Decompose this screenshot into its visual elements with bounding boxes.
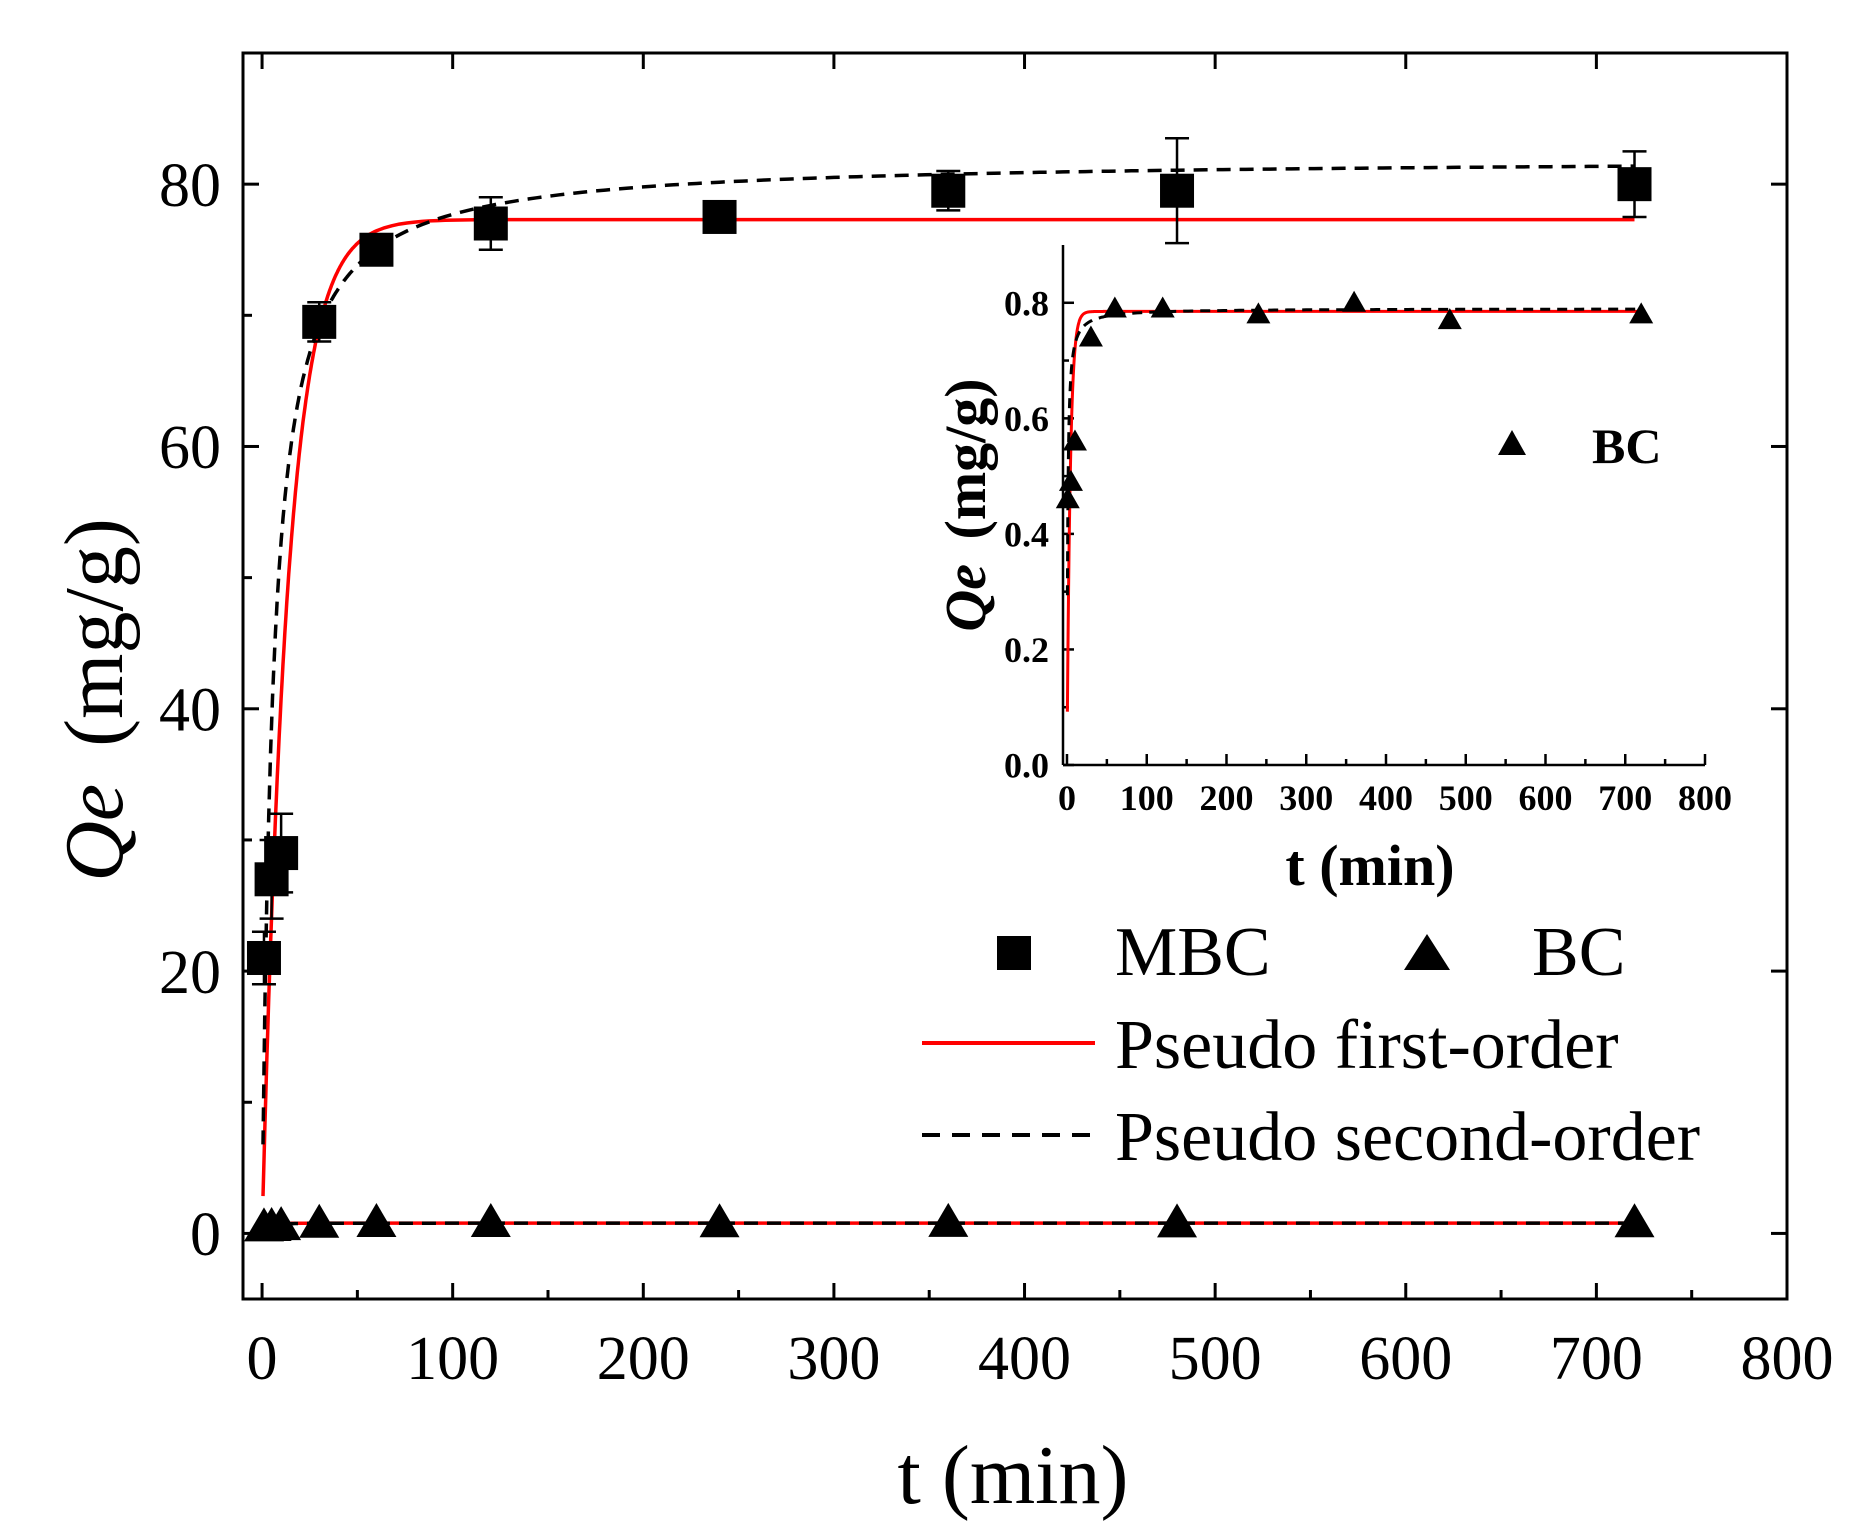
mbc-data-point [702,199,737,234]
bc-data-point [1614,1203,1655,1238]
mbc-data-point [931,173,966,208]
inset-fit-pso [1065,307,1642,596]
main-ticks: 0 100 200 300 400 500 600 700 800 0 20 40 60 80 [159,53,1834,1393]
bc-data-point [470,1203,511,1238]
inset-bc-data-point [1629,302,1654,324]
inset-y-tick-label: 0.4 [1004,514,1049,554]
inset-x-tick-label: 300 [1279,778,1333,818]
inset-bc-data-point [1055,487,1080,509]
inset-x-tick-label: 700 [1598,778,1652,818]
inset-bc-data-point [1150,296,1175,318]
inset-y-axis-unit: (mg/g) [933,378,998,539]
main-plot-area [241,51,1789,1301]
bc-data-point [356,1203,397,1238]
main-y-axis-unit: (mg/g) [48,518,141,747]
inset-bc-data-point [1058,469,1083,491]
main-data-points [243,137,1655,1242]
main-fit-pfo-mbc [261,217,1635,1197]
inset-x-tick-label: 600 [1518,778,1572,818]
inset-y-tick-label: 0.2 [1004,630,1049,670]
inset-bc-data-point [1062,429,1087,451]
inset-x-tick-label: 100 [1120,778,1174,818]
mbc-data-point [1617,167,1652,202]
legend-mbc-label: MBC [1115,914,1271,991]
main-y-tick-label: 60 [159,414,221,482]
inset-data-points [1055,290,1654,509]
inset-plot-area [1061,245,1705,767]
inset-x-tick-label: 500 [1439,778,1493,818]
main-y-axis-label: Qe (mg/g) [48,518,141,882]
mbc-data-point [359,232,394,267]
inset-x-tick-label: 200 [1199,778,1253,818]
inset-y-axis-label: Qe (mg/g) [933,378,998,631]
inset-x-tick-label: 0 [1058,778,1076,818]
mbc-data-point [264,836,299,871]
mbc-data-point [246,940,281,975]
inset-legend-bc-label: BC [1592,418,1661,474]
inset-y-axis-symbol: Qe [933,564,998,632]
main-y-axis-symbol: Qe [48,784,141,882]
main-y-tick-label: 40 [159,676,221,744]
main-x-tick-label: 0 [247,1325,278,1393]
main-x-tick-label: 100 [406,1325,499,1393]
mbc-data-point [473,206,508,241]
inset-y-tick-label: 0.8 [1004,283,1049,323]
main-x-tick-label: 300 [787,1325,880,1393]
legend-mbc-marker [997,936,1031,970]
legend-pso-label: Pseudo second-order [1115,1099,1700,1176]
inset-legend-bc-marker [1498,430,1526,455]
bc-data-point [261,1206,302,1241]
inset-y-tick-label: 0.6 [1004,399,1049,439]
legend-bc-label: BC [1532,914,1625,991]
main-x-tick-label: 200 [597,1325,690,1393]
main-legend: MBC BC Pseudo first-order Pseudo second-… [922,914,1700,1176]
main-y-tick-label: 80 [159,152,221,220]
main-x-tick-label: 600 [1359,1325,1452,1393]
inset-bc-data-point [1102,296,1127,318]
bc-data-point [928,1202,969,1237]
bc-data-point [299,1203,340,1238]
main-y-tick-label: 20 [159,939,221,1007]
inset-bc-data-point [1342,290,1367,312]
main-x-tick-label: 400 [978,1325,1071,1393]
inset-fit-lines [1065,307,1642,712]
main-x-tick-label: 700 [1550,1325,1643,1393]
main-x-tick-label: 500 [1169,1325,1262,1393]
inset-bc-data-point [1437,308,1462,330]
legend-bc-marker [1404,934,1450,970]
inset-legend: BC [1498,418,1661,474]
main-y-tick-label: 0 [190,1201,221,1269]
inset-bc-data-point [1078,325,1103,347]
main-frame-box [241,51,1789,1301]
mbc-data-point [302,304,337,339]
bc-data-point [1157,1203,1198,1238]
inset-ticks: 0 100 200 300 400 500 600 700 800 0.0 0.2 0.4 0.6 0.8 [1004,283,1732,818]
inset-bc-data-point [1246,302,1271,324]
main-x-tick-label: 800 [1741,1325,1834,1393]
inset-y-tick-label: 0.0 [1004,746,1049,786]
inset-fit-pfo [1065,309,1642,712]
inset-x-tick-label: 800 [1678,778,1732,818]
bc-data-point [699,1203,740,1238]
inset-x-axis-label: t (min) [1285,833,1454,898]
main-fit-pso-mbc [261,164,1635,1145]
inset-x-tick-label: 400 [1359,778,1413,818]
mbc-data-point [1160,173,1195,208]
main-x-axis-label: t (min) [898,1429,1129,1522]
legend-pfo-label: Pseudo first-order [1115,1007,1619,1084]
